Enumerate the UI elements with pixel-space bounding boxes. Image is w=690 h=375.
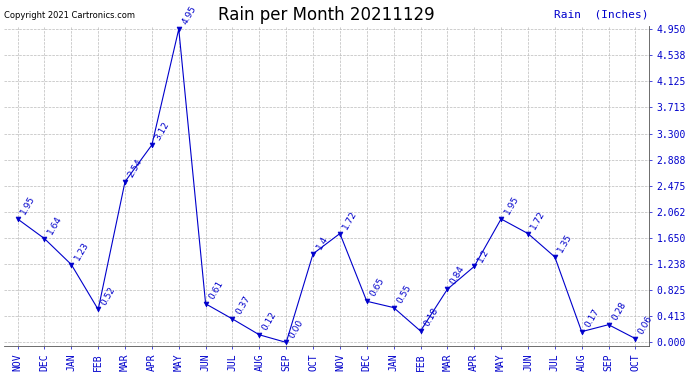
Text: 1.4: 1.4: [315, 234, 329, 251]
Text: 0.84: 0.84: [448, 265, 466, 286]
Text: 0.06: 0.06: [637, 314, 655, 336]
Text: 0.00: 0.00: [288, 318, 306, 340]
Text: 1.64: 1.64: [46, 214, 63, 236]
Text: Copyright 2021 Cartronics.com: Copyright 2021 Cartronics.com: [4, 10, 135, 20]
Text: 1.95: 1.95: [19, 194, 37, 216]
Text: 0.61: 0.61: [207, 279, 225, 301]
Text: 1.72: 1.72: [342, 209, 359, 231]
Text: 0.12: 0.12: [261, 310, 279, 332]
Text: 0.28: 0.28: [610, 300, 628, 322]
Text: 1.23: 1.23: [72, 240, 90, 262]
Text: 0.37: 0.37: [234, 294, 252, 316]
Text: 1.95: 1.95: [502, 194, 520, 216]
Text: 1.72: 1.72: [529, 209, 547, 231]
Text: Rain  (Inches): Rain (Inches): [554, 9, 649, 20]
Text: 0.65: 0.65: [368, 276, 386, 298]
Text: 2.54: 2.54: [126, 157, 144, 179]
Title: Rain per Month 20211129: Rain per Month 20211129: [218, 6, 435, 24]
Text: 4.95: 4.95: [180, 4, 198, 26]
Text: 1.35: 1.35: [556, 232, 574, 254]
Text: 0.18: 0.18: [422, 306, 440, 328]
Text: 0.55: 0.55: [395, 283, 413, 305]
Text: 1.2: 1.2: [475, 247, 491, 264]
Text: 0.52: 0.52: [99, 285, 117, 307]
Text: 0.17: 0.17: [583, 307, 601, 329]
Text: 3.12: 3.12: [153, 120, 171, 142]
